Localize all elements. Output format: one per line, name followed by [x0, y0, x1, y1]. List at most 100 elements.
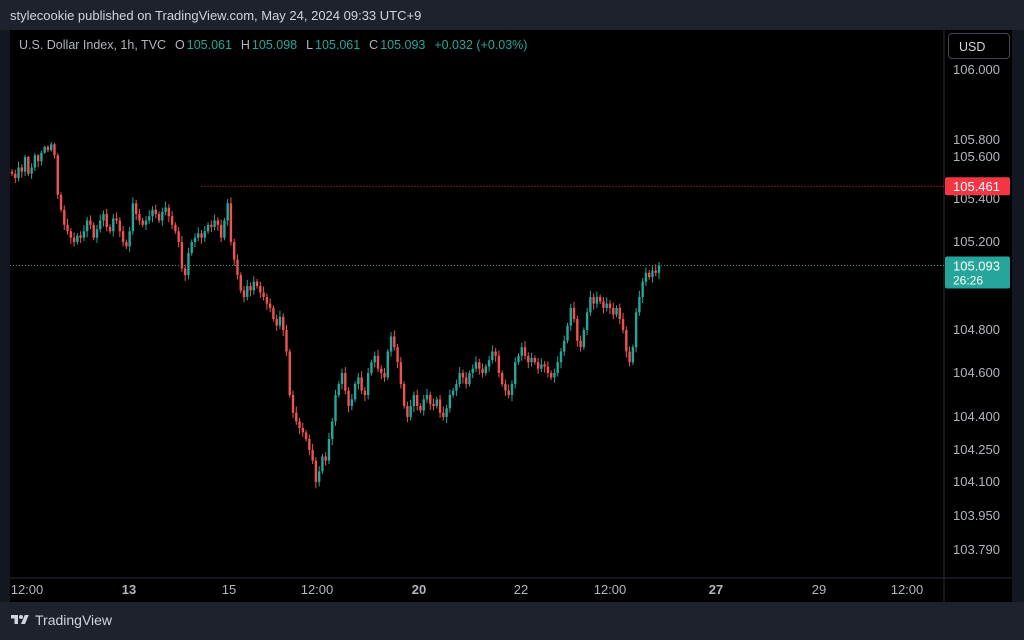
candle-body: [500, 373, 504, 384]
x-tick-label: 12:00: [594, 582, 627, 597]
candle-body: [89, 220, 92, 225]
candle-body: [148, 216, 151, 221]
y-tick-label: 104.800: [953, 322, 1000, 337]
candle-body: [308, 439, 311, 450]
candle-body: [82, 231, 86, 238]
y-tick-label: 105.800: [953, 132, 1000, 147]
chart-area[interactable]: [10, 30, 1012, 602]
candle-body: [373, 355, 376, 363]
currency-button[interactable]: USD: [948, 33, 1010, 59]
candle-body: [510, 384, 514, 395]
candle-body: [59, 194, 63, 210]
brand-name: TradingView: [35, 612, 113, 628]
candle-body: [161, 211, 164, 221]
close-value: 105.093: [380, 38, 426, 52]
candle-body: [275, 319, 278, 326]
x-tick-label: 12:00: [11, 582, 44, 597]
candle-body: [448, 395, 452, 409]
candle-body: [183, 268, 187, 275]
candle-body: [164, 207, 167, 212]
candle-body: [370, 362, 373, 373]
candle-body: [69, 231, 73, 238]
candle-body: [27, 157, 30, 174]
candle-body: [138, 214, 141, 221]
candle-body: [432, 403, 435, 406]
candle-body: [20, 167, 24, 172]
candle-body: [53, 144, 56, 156]
candle-body: [10, 171, 14, 174]
candle-body: [657, 265, 661, 273]
candle-body: [327, 439, 331, 461]
candle-body: [353, 384, 357, 400]
candle-body: [595, 297, 599, 304]
candle-body: [641, 281, 644, 297]
candle-body: [268, 303, 272, 308]
candle-body: [197, 233, 200, 238]
candle-body: [651, 270, 654, 278]
candle-body: [536, 362, 540, 369]
candle-body: [298, 421, 301, 428]
candle-body: [540, 364, 543, 369]
candle-body: [494, 351, 497, 356]
candle-body: [458, 373, 461, 384]
candle-body: [203, 231, 206, 238]
y-tick-label: 105.200: [953, 234, 1000, 249]
candle-body: [14, 173, 17, 178]
high-value: 105.098: [251, 38, 298, 52]
candle-body: [210, 224, 213, 227]
candle-body: [442, 412, 445, 417]
candle-body: [154, 209, 157, 215]
current-price-label: 105.093: [953, 259, 1000, 274]
candle-body: [585, 312, 589, 330]
candle-body: [239, 275, 242, 291]
candle-body: [625, 330, 628, 352]
candle-body: [435, 399, 438, 406]
candle-body: [569, 308, 572, 326]
publish-bar: [0, 0, 1024, 30]
candle-body: [170, 216, 174, 225]
candle-body: [50, 144, 53, 151]
symbol-label: U.S. Dollar Index, 1h, TVC: [19, 38, 167, 52]
candle-body: [422, 399, 425, 411]
candle-body: [180, 242, 184, 269]
candle-body: [618, 308, 621, 319]
candle-body: [334, 395, 337, 422]
candle-body: [121, 231, 125, 242]
candle-body: [141, 220, 144, 225]
candle-body: [543, 364, 546, 367]
candle-body: [409, 406, 412, 417]
x-tick-label: 13: [122, 582, 136, 597]
candle-body: [451, 390, 455, 395]
candle-body: [314, 460, 318, 482]
candle-body: [563, 340, 566, 352]
candle-body: [419, 406, 422, 411]
candle-body: [520, 347, 523, 356]
candle-body: [350, 399, 354, 406]
y-tick-label: 104.600: [953, 365, 1000, 380]
candle-body: [491, 351, 494, 361]
candle-body: [177, 231, 180, 242]
x-tick-label: 27: [709, 582, 723, 597]
candle-body: [455, 384, 458, 391]
candle-body: [605, 303, 608, 308]
candle-body: [213, 220, 216, 227]
candle-body: [23, 157, 27, 172]
candle-body: [36, 155, 40, 162]
x-tick-label: 22: [514, 582, 528, 597]
y-tick-label: 104.400: [953, 409, 1000, 424]
candle-body: [579, 340, 582, 348]
x-tick-label: 15: [222, 582, 236, 597]
candle-body: [167, 207, 171, 217]
candle-body: [66, 224, 69, 232]
candle-body: [223, 220, 226, 238]
x-tick-label: 20: [412, 582, 426, 597]
tradingview-logo[interactable]: TradingView: [10, 612, 112, 628]
candle-body: [399, 362, 403, 384]
y-tick-label: 105.600: [953, 149, 1000, 164]
candle-body: [246, 286, 249, 297]
candle-body: [108, 226, 112, 232]
footer-bar: [0, 602, 1024, 640]
candle-body: [40, 152, 43, 162]
candle-body: [612, 308, 615, 315]
